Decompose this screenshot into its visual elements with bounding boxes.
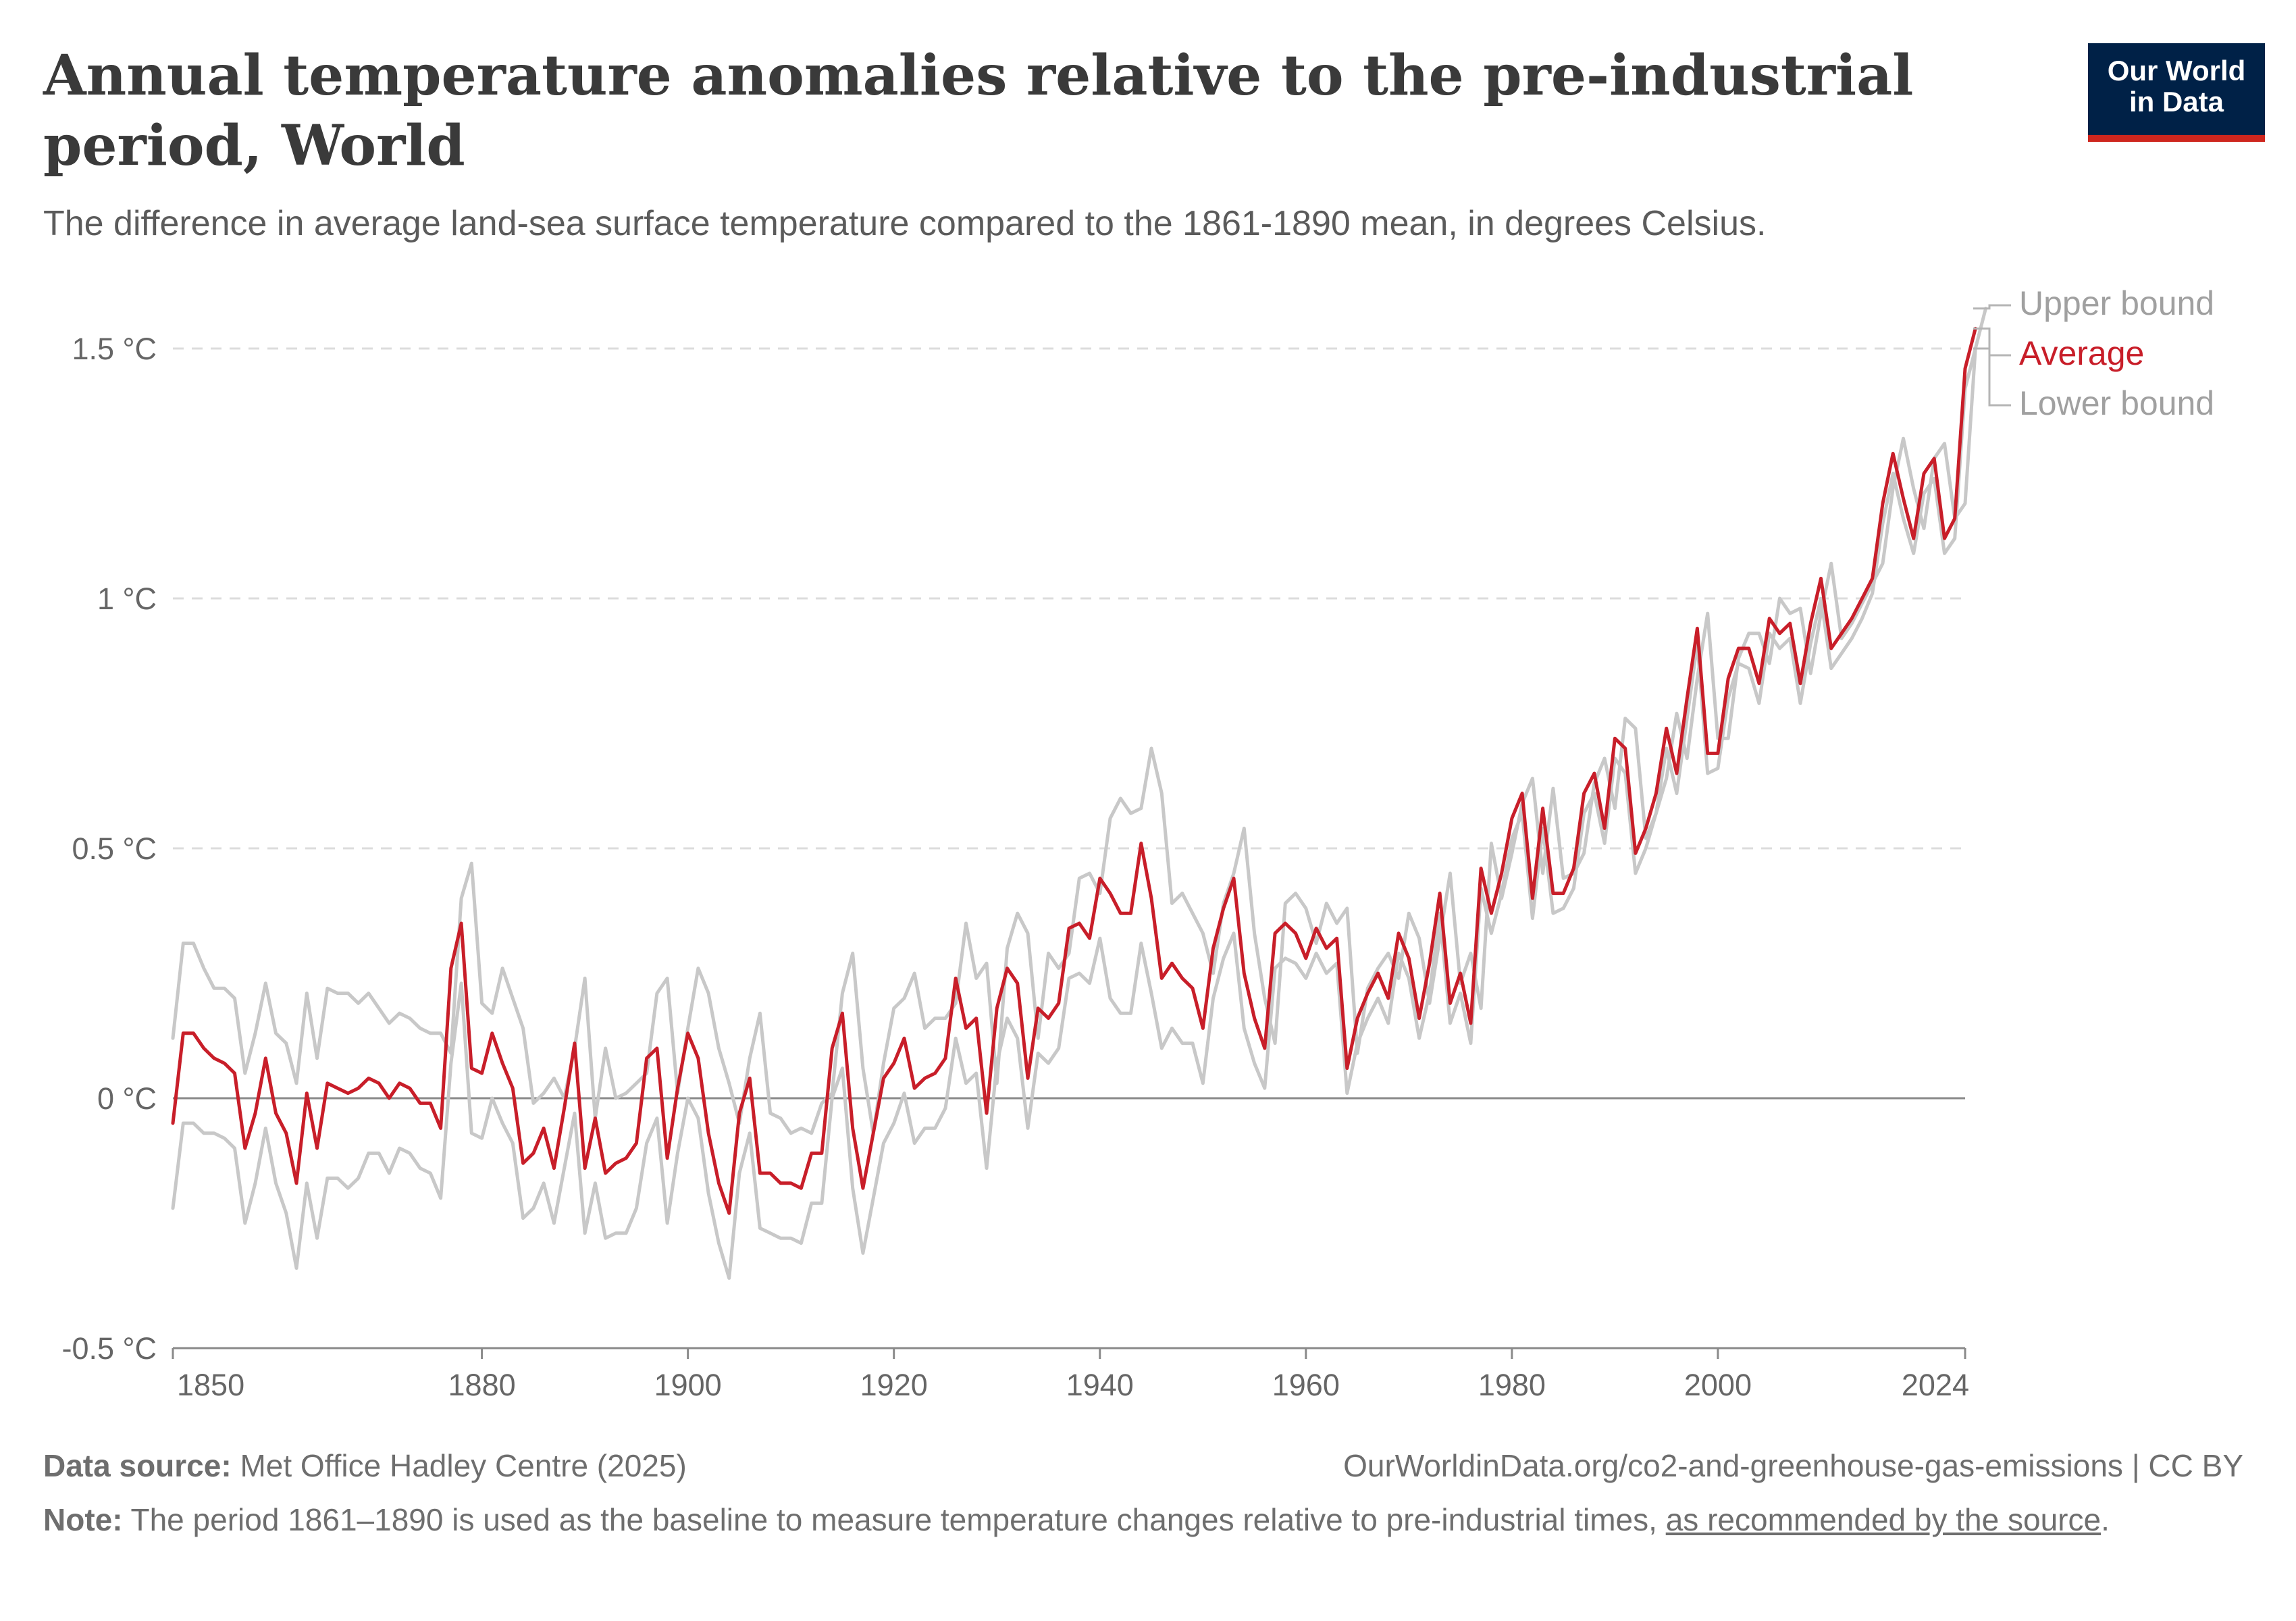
owid-logo[interactable]: Our World in Data: [2088, 43, 2265, 142]
legend: Upper bound Average Lower bound: [1973, 284, 2214, 422]
x-axis: 1850 1880 1900 1920 1940 1960 1980 2000 2024: [172, 1347, 1969, 1402]
source-url[interactable]: OurWorldinData.org/co2-and-greenhouse-ga…: [1343, 1448, 2243, 1483]
series-lines: [171, 307, 1987, 1280]
chart-title: Annual temperature anomalies relative to…: [43, 43, 1914, 178]
y-tick-label: 1 °C: [97, 582, 157, 616]
grid-lines: [173, 347, 1965, 1100]
y-tick-label: 0.5 °C: [72, 831, 157, 866]
note-label: Note:: [43, 1502, 123, 1537]
legend-connector: [1973, 327, 2011, 357]
y-tick-label: 1.5 °C: [72, 332, 157, 366]
y-axis: -0.5 °C 0 °C 0.5 °C 1 °C 1.5 °C: [61, 332, 157, 1366]
y-tick-label: -0.5 °C: [61, 1331, 157, 1366]
x-tick-label: 1960: [1272, 1368, 1340, 1402]
x-tick-label: 1920: [860, 1368, 928, 1402]
series-line-upper-bound: [171, 307, 1987, 1135]
data-source: Data source: Met Office Hadley Centre (2…: [43, 1445, 687, 1486]
series-line-average: [171, 326, 1977, 1215]
x-tick-label: 1900: [654, 1368, 722, 1402]
series-line-lower-bound: [171, 346, 1977, 1280]
legend-label-average: Average: [2019, 334, 2144, 372]
note-link[interactable]: as recommended by the source: [1665, 1502, 2102, 1537]
logo-line-1: Our World: [2107, 55, 2246, 86]
legend-label-lower-bound: Lower bound: [2019, 384, 2214, 422]
chart-note: Note: The period 1861–1890 is used as th…: [43, 1498, 2191, 1541]
x-tick-label: 2024: [1902, 1368, 1969, 1402]
chart-subtitle: The difference in average land-sea surfa…: [43, 204, 1767, 243]
data-source-label: Data source:: [43, 1448, 232, 1483]
note-end: .: [2101, 1502, 2110, 1537]
data-source-text[interactable]: Met Office Hadley Centre (2025): [240, 1448, 687, 1483]
x-tick-label: 1880: [448, 1368, 516, 1402]
note-text: The period 1861–1890 is used as the base…: [130, 1502, 1657, 1537]
legend-connector: [1973, 347, 2011, 407]
x-tick-label: 1940: [1066, 1368, 1134, 1402]
legend-label-upper-bound: Upper bound: [2019, 284, 2214, 322]
y-tick-label: 0 °C: [97, 1081, 157, 1116]
legend-connector: [1973, 304, 2011, 310]
logo-line-2: in Data: [2129, 86, 2224, 118]
x-tick-label: 1980: [1478, 1368, 1546, 1402]
x-tick-label: 2000: [1684, 1368, 1752, 1402]
x-tick-label: 1850: [177, 1368, 244, 1402]
